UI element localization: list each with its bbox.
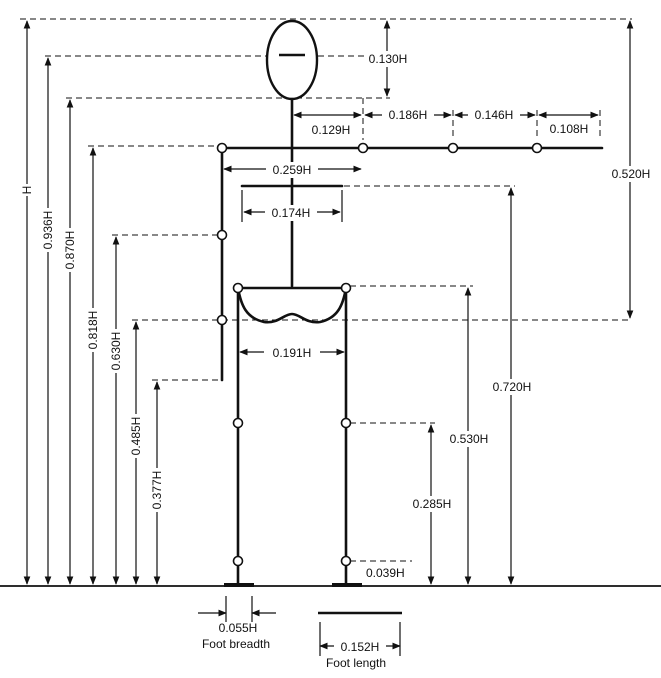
head-shape bbox=[265, 19, 319, 101]
label-foot-length-caption: Foot length bbox=[326, 656, 386, 670]
label-shoulder-to-hip: 0.520H bbox=[612, 167, 651, 181]
label-height-0630: 0.630H bbox=[109, 332, 123, 371]
reference-lines bbox=[20, 18, 632, 562]
label-chest-height: 0.720H bbox=[493, 380, 532, 394]
label-ankle-height: 0.039H bbox=[366, 566, 405, 580]
label-height-0485: 0.485H bbox=[129, 417, 143, 456]
label-upper-arm: 0.186H bbox=[389, 108, 428, 122]
label-hip-width: 0.191H bbox=[273, 346, 312, 360]
label-shoulder-width: 0.259H bbox=[273, 163, 312, 177]
label-shoulder-offset: 0.129H bbox=[312, 123, 351, 137]
joints bbox=[216, 142, 543, 567]
height-dimensions bbox=[23, 20, 161, 585]
label-head-height: 0.130H bbox=[369, 52, 408, 66]
label-height-0818: 0.818H bbox=[86, 311, 100, 350]
label-hand: 0.108H bbox=[550, 122, 589, 136]
label-height-0870: 0.870H bbox=[63, 231, 77, 270]
labels: H 0.936H 0.870H 0.818H 0.630H 0.485H 0.3… bbox=[19, 51, 656, 670]
label-height-0936: 0.936H bbox=[41, 211, 55, 250]
label-knee-height: 0.285H bbox=[413, 497, 452, 511]
pelvis-shape bbox=[236, 286, 348, 324]
label-foot-length-value: 0.152H bbox=[341, 640, 380, 654]
label-chest-width: 0.174H bbox=[272, 206, 311, 220]
stick-figure bbox=[220, 19, 604, 615]
label-forearm: 0.146H bbox=[475, 108, 514, 122]
label-height-0377: 0.377H bbox=[150, 471, 164, 510]
label-hip-height: 0.530H bbox=[450, 432, 489, 446]
label-height-total: H bbox=[20, 186, 34, 195]
label-foot-breadth-value: 0.055H bbox=[219, 621, 258, 635]
label-foot-breadth-caption: Foot breadth bbox=[202, 637, 270, 651]
